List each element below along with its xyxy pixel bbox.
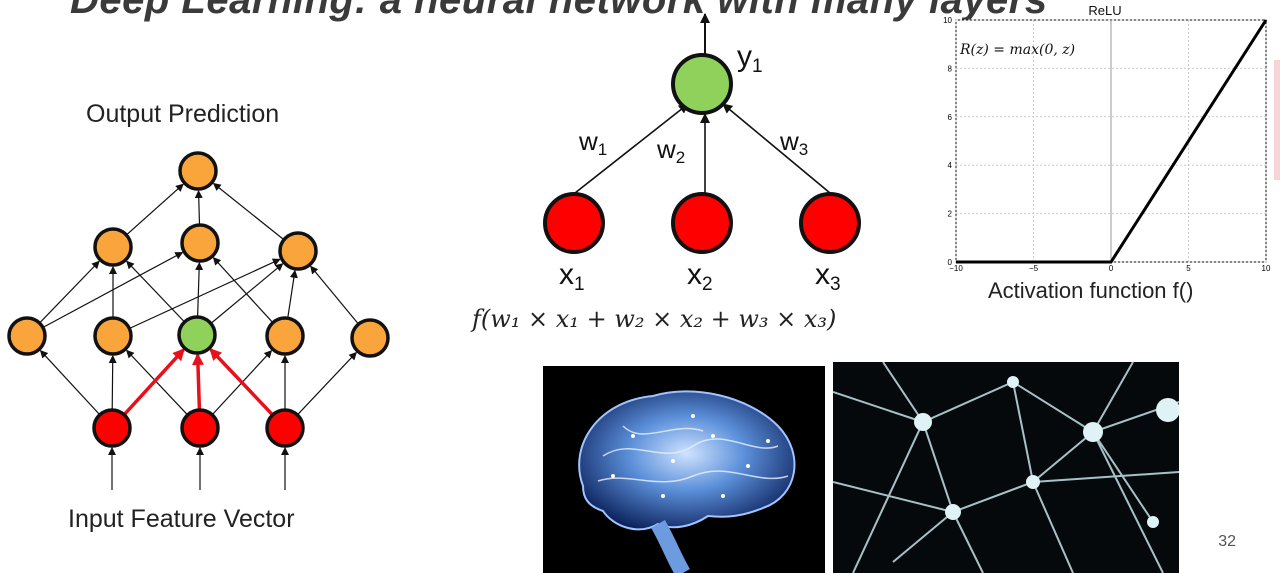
hidden-node bbox=[265, 316, 305, 356]
neurons-image bbox=[833, 362, 1179, 573]
network-edge bbox=[129, 258, 281, 330]
weight-label-w3: w3 bbox=[780, 126, 809, 159]
slide-title: Deep Learning: a neural network with man… bbox=[70, 0, 1048, 22]
network-edge bbox=[287, 269, 298, 319]
relu-chart: −10 −5 0 5 10 0 2 4 6 8 10 bbox=[943, 16, 1271, 273]
input-feature-vector-label: Input Feature Vector bbox=[68, 505, 295, 533]
highlighted-edge bbox=[122, 348, 185, 416]
network-edge bbox=[296, 351, 357, 416]
hidden-node bbox=[7, 316, 47, 356]
relu-y-tick: 2 bbox=[948, 210, 953, 219]
relu-x-axis-label: Activation function f() bbox=[988, 278, 1194, 303]
input-node bbox=[265, 408, 305, 448]
relu-x-tick: −10 bbox=[949, 264, 963, 273]
network-edge bbox=[126, 260, 186, 323]
deep-network-diagram bbox=[7, 151, 390, 490]
relu-y-tick: 10 bbox=[943, 16, 952, 25]
input-label-x3: x3 bbox=[815, 258, 841, 295]
output-label-y1: y1 bbox=[737, 40, 763, 77]
network-edge bbox=[126, 183, 184, 236]
relu-x-tick: 0 bbox=[1109, 264, 1114, 273]
weight-label-w1: w1 bbox=[579, 126, 608, 159]
single-neuron-diagram bbox=[543, 13, 861, 254]
relu-y-tick: 0 bbox=[948, 258, 953, 267]
network-edge bbox=[310, 265, 359, 325]
relu-x-tick: −5 bbox=[1029, 264, 1039, 273]
edge-x3-y1 bbox=[722, 103, 831, 194]
network-edge bbox=[126, 349, 189, 416]
hidden-node bbox=[278, 231, 318, 271]
highlighted-edge bbox=[191, 352, 204, 411]
highlighted-edge bbox=[209, 348, 274, 417]
relu-series-line bbox=[956, 19, 1268, 264]
network-edge bbox=[39, 349, 101, 416]
brain-image bbox=[543, 366, 825, 573]
page-number: 32 bbox=[1218, 533, 1236, 550]
slide-edge-accent bbox=[1274, 60, 1280, 180]
neuron-formula: f(w₁ × x₁ + w₂ × x₂ + w₃ × x₃) bbox=[472, 305, 837, 333]
hidden-node bbox=[93, 316, 133, 356]
brain-illustration bbox=[578, 390, 796, 573]
input-node bbox=[180, 408, 220, 448]
network-edge bbox=[108, 354, 117, 411]
weight-label-w2: w2 bbox=[657, 134, 686, 167]
network-edge bbox=[212, 182, 285, 241]
output-prediction-label: Output Prediction bbox=[86, 100, 280, 128]
input-label-x2: x2 bbox=[687, 258, 713, 295]
active-hidden-node bbox=[177, 315, 217, 355]
input-neuron-x3 bbox=[799, 192, 861, 254]
network-edge bbox=[39, 260, 100, 324]
relu-y-tick: 6 bbox=[948, 113, 953, 122]
network-edge bbox=[212, 257, 274, 324]
hidden-node bbox=[93, 227, 133, 267]
network-edge bbox=[195, 261, 204, 318]
network-edge bbox=[194, 189, 203, 226]
relu-y-tick: 4 bbox=[948, 161, 953, 170]
input-neuron-x1 bbox=[543, 192, 605, 254]
hidden-node bbox=[350, 318, 390, 358]
relu-chart-title: ReLU bbox=[1088, 3, 1122, 18]
output-neuron-y1 bbox=[671, 53, 733, 115]
input-node bbox=[92, 408, 132, 448]
output-node bbox=[178, 151, 218, 191]
edge-x1-y1 bbox=[574, 103, 689, 194]
network-edges bbox=[39, 182, 359, 490]
relu-y-tick: 8 bbox=[948, 64, 953, 73]
relu-x-tick: 5 bbox=[1186, 264, 1191, 273]
input-neuron-x2 bbox=[671, 192, 733, 254]
relu-x-tick: 10 bbox=[1262, 264, 1271, 273]
hidden-node bbox=[180, 223, 220, 263]
neuron-network-illustration bbox=[833, 362, 1179, 573]
network-nodes bbox=[7, 151, 390, 448]
input-label-x1: x1 bbox=[559, 258, 585, 295]
relu-formula: R(z) = max(0, z) bbox=[960, 42, 1076, 58]
